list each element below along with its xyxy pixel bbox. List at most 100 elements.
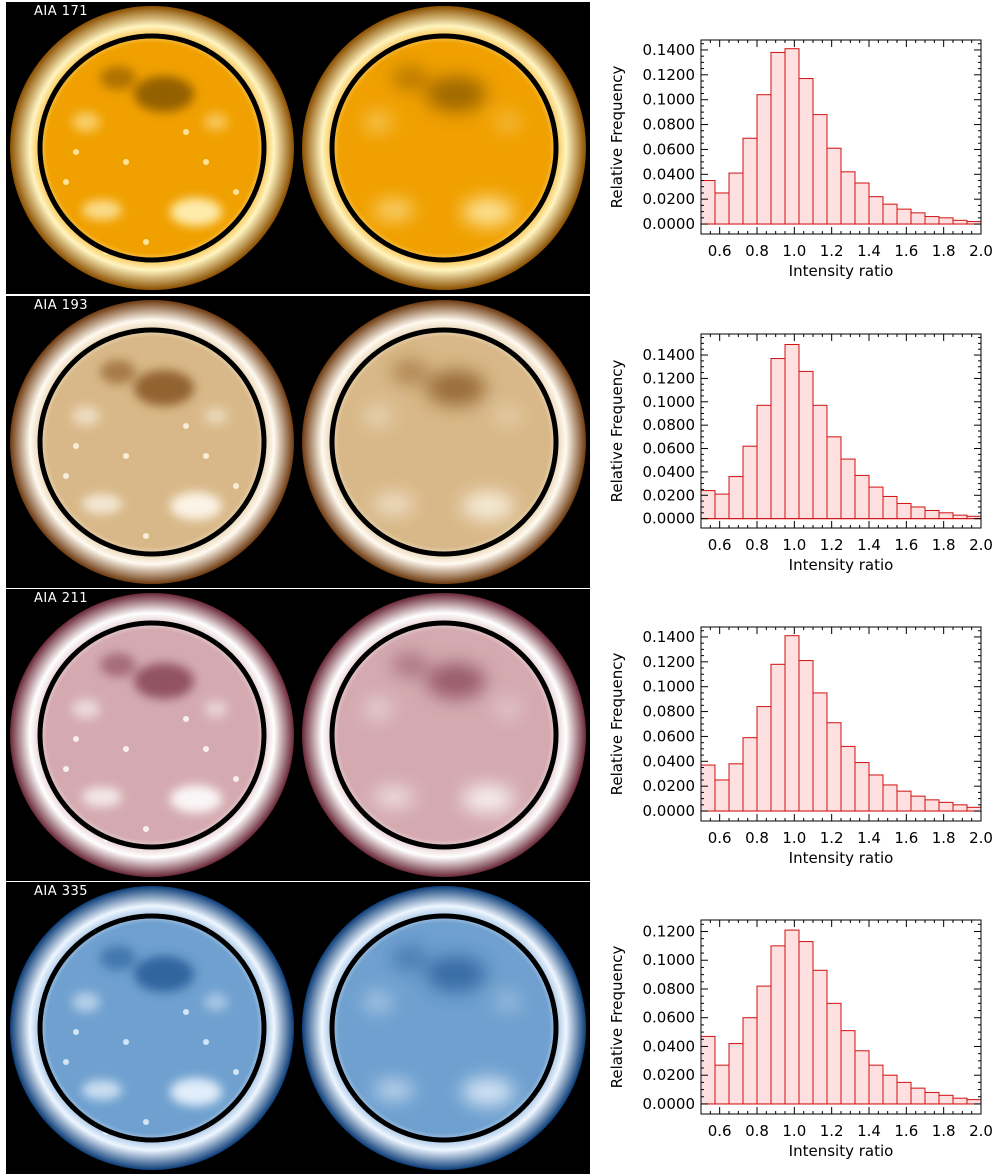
histogram-bar	[756, 985, 772, 1105]
histogram-bar	[784, 929, 800, 1105]
y-tick-label: 0.1200	[643, 922, 696, 940]
y-axis-title: Relative Frequency	[608, 66, 626, 209]
x-tick-label: 1.8	[932, 536, 956, 554]
row-aia-335: AIA 335 0.6 0.8 1.0 1.2 1.4 1.6 1.8 2.0 Intensit…	[0, 882, 997, 1174]
sun-disk-reconstructed	[298, 296, 590, 588]
y-tick-label: 0.0000	[643, 510, 696, 528]
image-panel: AIA 211	[6, 589, 590, 881]
y-tick-label: 0.0400	[643, 1037, 696, 1055]
band-label: AIA 211	[34, 591, 89, 606]
y-tick-label: 0.0600	[643, 1009, 696, 1027]
histogram-bar	[938, 801, 954, 812]
x-axis: 0.6 0.8 1.0 1.2 1.4 1.6 1.8 2.0	[700, 920, 993, 1140]
histogram: 0.6 0.8 1.0 1.2 1.4 1.6 1.8 2.0 Intensity ratio 0…	[608, 626, 993, 867]
x-axis-title: Intensity ratio	[789, 262, 894, 280]
histogram-bar	[868, 486, 884, 520]
histogram-bar	[966, 1099, 982, 1105]
histogram-bars	[700, 344, 982, 520]
y-tick-label: 0.0600	[643, 140, 696, 158]
x-tick-label: 1.0	[782, 1122, 806, 1140]
histogram-bar	[728, 476, 744, 520]
histogram-bar	[798, 370, 814, 520]
histogram-bar	[798, 660, 814, 812]
sun-disk-reconstructed	[298, 882, 590, 1174]
histogram-bar	[868, 196, 884, 225]
histogram-bar	[840, 1030, 856, 1105]
inner-limb-circle	[329, 327, 559, 557]
solar-disk	[10, 886, 294, 1170]
histogram-bar	[896, 502, 912, 520]
x-tick-label: 1.4	[857, 536, 881, 554]
x-tick-label: 1.6	[894, 1122, 918, 1140]
y-tick-label: 0.1200	[643, 369, 696, 387]
x-tick-label: 1.0	[782, 242, 806, 260]
histogram-bar	[812, 404, 828, 520]
histogram: 0.6 0.8 1.0 1.2 1.4 1.6 1.8 2.0 Intensity ratio 0…	[608, 39, 993, 280]
x-axis: 0.6 0.8 1.0 1.2 1.4 1.6 1.8 2.0	[700, 627, 993, 847]
histogram-bar	[826, 147, 842, 225]
x-tick-label: 2.0	[969, 829, 993, 847]
x-tick-label: 1.0	[782, 829, 806, 847]
histogram-bar	[714, 493, 730, 520]
histogram-bar	[742, 1017, 758, 1105]
x-tick-label: 1.2	[820, 536, 844, 554]
histogram-bar	[952, 514, 968, 520]
histogram-bar	[728, 172, 744, 225]
histogram-bar	[896, 790, 912, 812]
y-axis: 0.0000 0.0200 0.0400 0.0600 0.0800 0.1000 0.12…	[643, 628, 981, 820]
image-panel: AIA 193	[6, 296, 590, 588]
inner-limb-circle	[37, 620, 267, 850]
row-aia-211: AIA 211 0.6 0.8 1.0 1.2 1.4 1.6 1.8 2.0 Intensit…	[0, 589, 997, 881]
inner-limb-circle	[37, 327, 267, 557]
histogram-bar	[742, 137, 758, 225]
y-axis: 0.0000 0.0200 0.0400 0.0600 0.0800 0.1000 0.12…	[643, 337, 981, 528]
histogram-bar	[910, 1087, 926, 1105]
histogram-bar	[952, 804, 968, 812]
sun-disk-original	[6, 589, 298, 881]
x-tick-label: 1.0	[782, 536, 806, 554]
y-tick-label: 0.0000	[643, 802, 696, 820]
histogram-bar	[868, 774, 884, 812]
histogram-bar	[742, 737, 758, 812]
band-label: AIA 335	[34, 884, 89, 899]
y-tick-label: 0.0800	[643, 980, 696, 998]
x-tick-label: 1.8	[932, 242, 956, 260]
y-tick-label: 0.1200	[643, 653, 696, 671]
histogram-bar	[700, 764, 716, 812]
x-tick-label: 1.2	[820, 829, 844, 847]
y-tick-label: 0.0800	[643, 703, 696, 721]
y-tick-label: 0.0000	[643, 215, 696, 233]
histogram-bar	[770, 945, 786, 1105]
histogram-bar	[924, 799, 940, 812]
y-axis-title: Relative Frequency	[608, 653, 626, 796]
histogram-bar	[910, 795, 926, 812]
histogram-bar	[826, 1002, 842, 1105]
x-tick-label: 1.8	[932, 1122, 956, 1140]
histogram: 0.6 0.8 1.0 1.2 1.4 1.6 1.8 2.0 Intensity ratio 0…	[608, 333, 993, 574]
x-tick-label: 1.4	[857, 242, 881, 260]
y-tick-label: 0.1200	[643, 66, 696, 84]
x-axis-title: Intensity ratio	[789, 849, 894, 867]
row-aia-193: AIA 193 0.6 0.8 1.0 1.2 1.4 1.6 1.8 2.0 Intensit…	[0, 296, 997, 588]
y-tick-label: 0.1000	[643, 91, 696, 109]
inner-limb-circle	[329, 913, 559, 1143]
histogram-bars	[700, 635, 982, 812]
histogram-bars	[700, 929, 982, 1105]
y-tick-label: 0.0600	[643, 727, 696, 745]
histogram-bar	[854, 762, 870, 812]
histogram-bar	[826, 436, 842, 520]
inner-limb-circle	[329, 620, 559, 850]
histogram-bar	[924, 216, 940, 225]
histogram-bar	[952, 1097, 968, 1105]
histogram-bar	[756, 404, 772, 520]
y-tick-label: 0.1400	[643, 628, 696, 646]
x-tick-label: 1.4	[857, 1122, 881, 1140]
x-axis-title: Intensity ratio	[789, 556, 894, 574]
y-tick-label: 0.0800	[643, 116, 696, 134]
histogram-bar	[896, 208, 912, 225]
sun-disk-original	[6, 296, 298, 588]
y-tick-label: 0.1000	[643, 951, 696, 969]
x-tick-label: 1.4	[857, 829, 881, 847]
x-tick-label: 1.2	[820, 1122, 844, 1140]
histogram-bar	[840, 171, 856, 225]
